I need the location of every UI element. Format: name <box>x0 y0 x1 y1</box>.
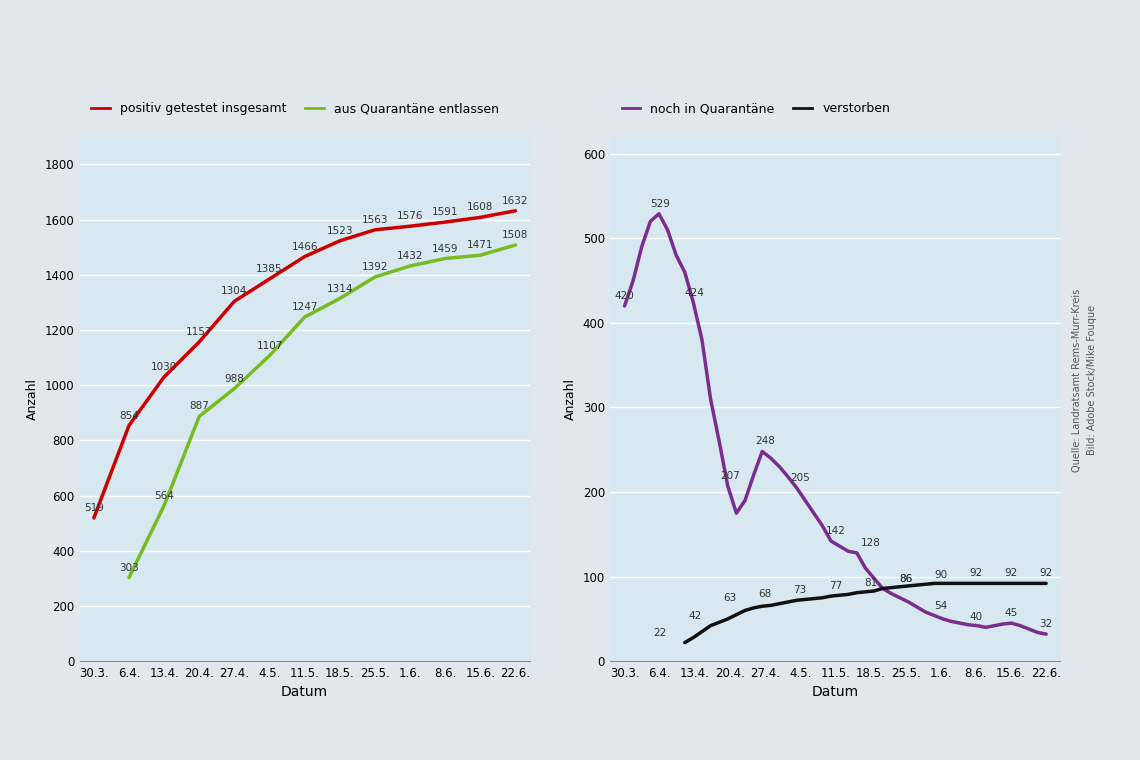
Text: 1563: 1563 <box>361 215 389 225</box>
Text: 205: 205 <box>790 473 811 483</box>
X-axis label: Datum: Datum <box>282 686 328 699</box>
Text: 1608: 1608 <box>467 202 494 213</box>
Text: 564: 564 <box>154 491 174 501</box>
Text: 854: 854 <box>119 410 139 420</box>
Text: 303: 303 <box>119 562 139 572</box>
Text: 22: 22 <box>653 628 666 638</box>
Text: 424: 424 <box>685 287 705 298</box>
Text: 63: 63 <box>723 593 736 603</box>
Text: 128: 128 <box>861 538 880 548</box>
Text: 45: 45 <box>1004 608 1018 618</box>
Text: 1314: 1314 <box>326 283 353 293</box>
Text: 988: 988 <box>225 374 244 384</box>
Text: 1591: 1591 <box>432 207 458 217</box>
Text: 1392: 1392 <box>361 262 389 272</box>
Text: 54: 54 <box>934 600 947 610</box>
Text: 529: 529 <box>650 199 669 209</box>
Text: 142: 142 <box>825 526 845 536</box>
Text: 73: 73 <box>793 584 807 594</box>
Text: 519: 519 <box>84 503 104 513</box>
Text: 1523: 1523 <box>326 226 353 236</box>
Text: 1385: 1385 <box>256 264 283 274</box>
Text: 1632: 1632 <box>503 196 529 206</box>
Text: 1432: 1432 <box>397 251 423 261</box>
Text: 40: 40 <box>969 613 983 622</box>
Text: 207: 207 <box>720 471 740 481</box>
Text: 92: 92 <box>1040 568 1052 578</box>
Text: 32: 32 <box>1040 619 1052 629</box>
Text: 92: 92 <box>969 568 983 578</box>
Text: 68: 68 <box>758 589 772 599</box>
Text: 42: 42 <box>689 611 701 621</box>
Legend: positiv getestet insgesamt, aus Quarantäne entlassen: positiv getestet insgesamt, aus Quarantä… <box>86 97 504 120</box>
Y-axis label: Anzahl: Anzahl <box>26 378 39 420</box>
Text: 1030: 1030 <box>150 362 177 372</box>
Text: 1304: 1304 <box>221 287 247 296</box>
Text: 92: 92 <box>1004 568 1018 578</box>
Text: 1107: 1107 <box>256 340 283 350</box>
Text: Quelle: Landratsamt Rems-Murr-Kreis: Quelle: Landratsamt Rems-Murr-Kreis <box>1073 288 1082 472</box>
Text: 1576: 1576 <box>397 211 423 221</box>
Text: 1508: 1508 <box>503 230 529 240</box>
X-axis label: Datum: Datum <box>812 686 858 699</box>
Text: 1157: 1157 <box>186 327 212 337</box>
Text: 90: 90 <box>934 570 947 580</box>
Text: 1247: 1247 <box>292 302 318 312</box>
Text: 86: 86 <box>899 574 912 584</box>
Text: 420: 420 <box>614 291 634 301</box>
Text: 1471: 1471 <box>467 240 494 250</box>
Text: 887: 887 <box>189 401 210 411</box>
Text: 86: 86 <box>899 574 912 584</box>
Text: 1466: 1466 <box>292 242 318 252</box>
Y-axis label: Anzahl: Anzahl <box>564 378 577 420</box>
Text: 1459: 1459 <box>432 243 458 254</box>
Text: 81: 81 <box>864 578 877 587</box>
Legend: noch in Quarantäne, verstorben: noch in Quarantäne, verstorben <box>617 97 895 120</box>
Text: 248: 248 <box>755 436 775 446</box>
Text: Bild: Adobe Stock/Mike Fouque: Bild: Adobe Stock/Mike Fouque <box>1088 305 1097 455</box>
Text: 77: 77 <box>829 581 842 591</box>
